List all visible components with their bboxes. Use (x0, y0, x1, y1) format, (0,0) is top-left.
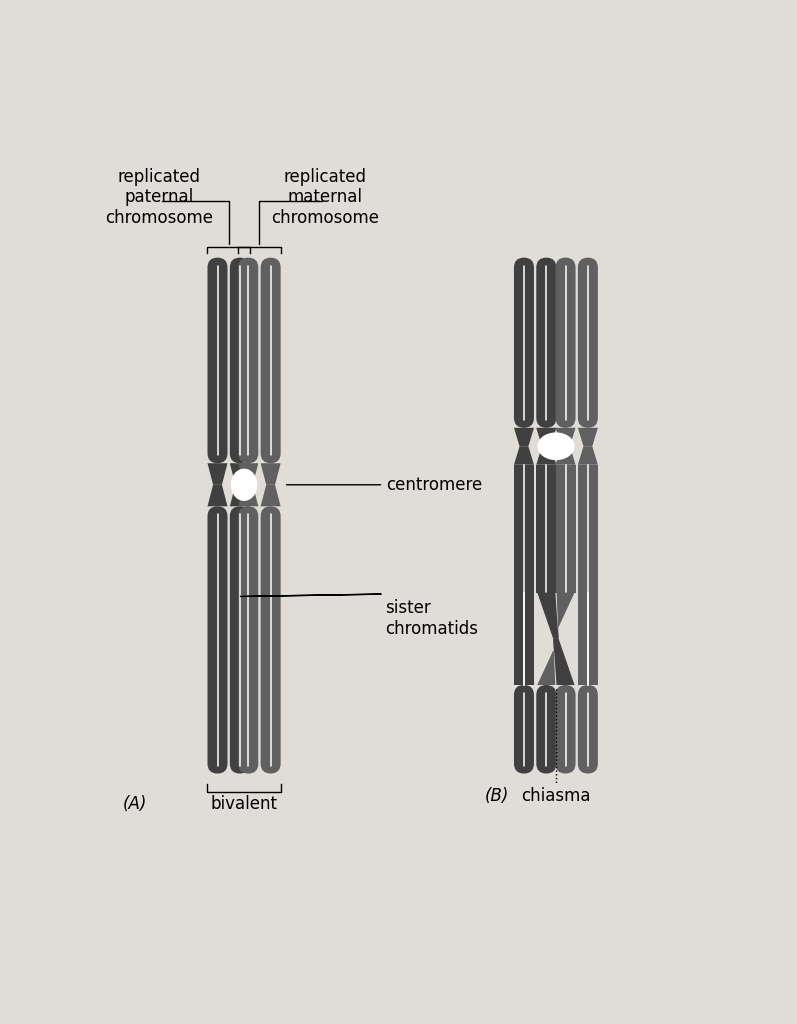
FancyBboxPatch shape (207, 506, 227, 773)
FancyBboxPatch shape (230, 506, 249, 773)
Polygon shape (537, 639, 559, 685)
Text: (A): (A) (124, 795, 147, 813)
Text: centromere: centromere (387, 476, 483, 494)
Polygon shape (238, 484, 258, 506)
FancyBboxPatch shape (514, 258, 534, 428)
Polygon shape (261, 463, 281, 484)
Bar (578, 593, 598, 685)
Polygon shape (578, 428, 598, 446)
Ellipse shape (537, 432, 575, 460)
Bar (578, 465, 598, 593)
Bar (514, 593, 534, 685)
Text: replicated
maternal
chromosome: replicated maternal chromosome (271, 168, 379, 227)
FancyBboxPatch shape (230, 258, 249, 463)
Polygon shape (207, 463, 227, 484)
Polygon shape (514, 446, 534, 465)
Polygon shape (514, 428, 534, 446)
FancyBboxPatch shape (578, 685, 598, 773)
Polygon shape (536, 446, 556, 465)
Polygon shape (553, 593, 575, 639)
FancyBboxPatch shape (536, 685, 556, 773)
Text: (B): (B) (485, 787, 509, 806)
Polygon shape (536, 428, 556, 446)
Polygon shape (230, 484, 249, 506)
Polygon shape (537, 593, 559, 639)
FancyBboxPatch shape (238, 506, 258, 773)
FancyBboxPatch shape (207, 258, 227, 463)
Polygon shape (556, 446, 575, 465)
Text: chiasma: chiasma (521, 787, 591, 806)
Polygon shape (238, 463, 258, 484)
Polygon shape (261, 484, 281, 506)
Polygon shape (556, 428, 575, 446)
Text: sister
chromatids: sister chromatids (385, 599, 478, 638)
Polygon shape (207, 484, 227, 506)
FancyBboxPatch shape (261, 258, 281, 463)
FancyBboxPatch shape (556, 685, 575, 773)
FancyBboxPatch shape (238, 258, 258, 463)
Text: bivalent: bivalent (210, 795, 277, 813)
Text: replicated
paternal
chromosome: replicated paternal chromosome (105, 168, 214, 227)
FancyBboxPatch shape (536, 258, 556, 428)
Bar (556, 465, 575, 593)
Bar (536, 465, 556, 593)
Ellipse shape (231, 469, 257, 501)
Polygon shape (553, 639, 575, 685)
FancyBboxPatch shape (261, 506, 281, 773)
Bar (514, 465, 534, 593)
FancyBboxPatch shape (556, 258, 575, 428)
Polygon shape (578, 446, 598, 465)
FancyBboxPatch shape (514, 685, 534, 773)
FancyBboxPatch shape (578, 258, 598, 428)
Polygon shape (230, 463, 249, 484)
